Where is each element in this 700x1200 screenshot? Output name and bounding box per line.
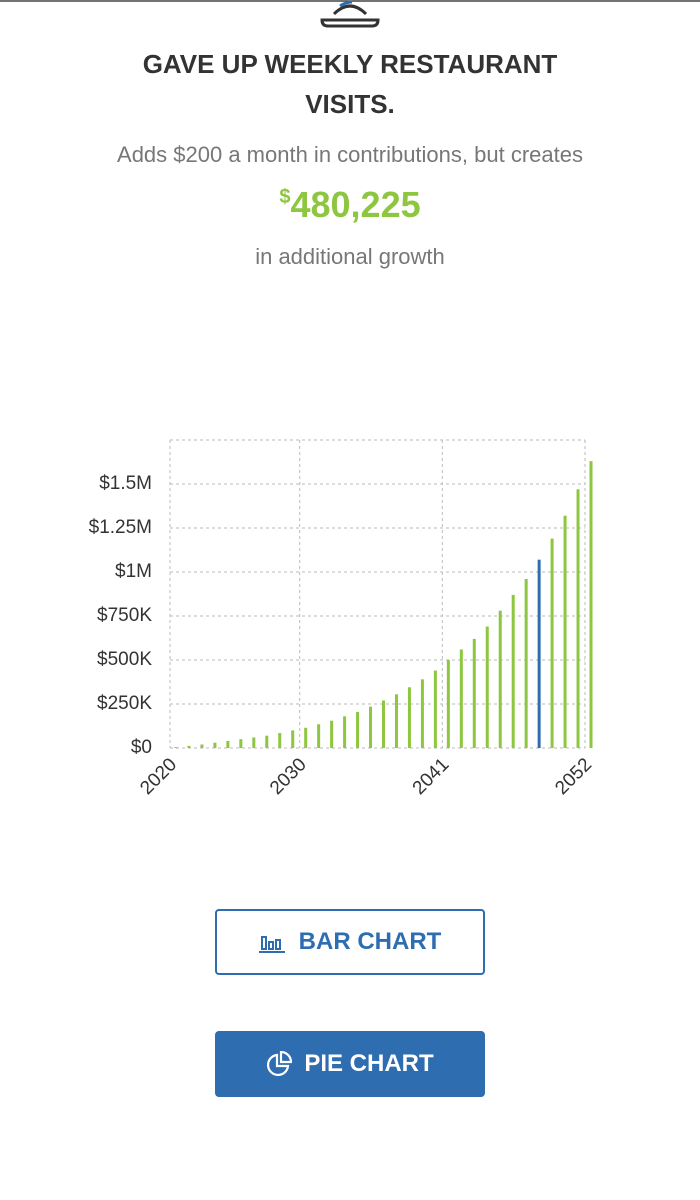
button-label: PIE CHART: [304, 1050, 434, 1077]
bar: [511, 594, 515, 748]
bar: [317, 724, 321, 748]
bar: [304, 727, 308, 748]
bar: [459, 649, 463, 748]
bar: [187, 745, 191, 748]
subtitle: Adds $200 a month in contributions, but …: [117, 142, 583, 167]
y-tick-label: $0: [131, 737, 152, 758]
bar: [330, 720, 334, 748]
y-tick-label: $500K: [97, 649, 152, 670]
y-tick-label: $1.25M: [89, 517, 152, 538]
bar: [239, 739, 243, 748]
bar-icon: [258, 936, 285, 953]
bar: [433, 670, 437, 748]
caption: in additional growth: [255, 244, 445, 269]
bar: [537, 559, 541, 748]
bar: [589, 461, 593, 748]
x-tick-label: 2041: [409, 754, 454, 799]
bar: [576, 489, 580, 748]
bar: [200, 744, 204, 748]
y-tick-label: $750K: [97, 605, 152, 626]
chart: $0 $250K $500K $750K $1M $1.25M $1.5M 2020 2030 2…: [89, 439, 596, 799]
bar: [252, 737, 256, 748]
bar: [550, 538, 554, 748]
y-tick-label: $250K: [97, 693, 152, 714]
y-tick-label: $1.5M: [99, 473, 152, 494]
bar: [446, 660, 450, 748]
bar: [291, 730, 295, 748]
bar: [420, 679, 424, 748]
pie-icon: [267, 1051, 293, 1077]
title: GAVE UP WEEKLY RESTAURANT VISITS.: [142, 49, 558, 119]
top-icon: [0, 0, 700, 28]
bar: [343, 716, 347, 748]
bar: [369, 706, 373, 748]
bar-chart-button[interactable]: BAR CHART: [215, 909, 485, 975]
bar: [278, 733, 282, 748]
y-tick-label: $1M: [115, 561, 152, 582]
bar: [524, 579, 528, 748]
bar: [394, 694, 398, 748]
bar: [472, 638, 476, 748]
bar: [213, 742, 217, 748]
bar: [563, 515, 567, 748]
bar: [356, 711, 360, 748]
bar: [265, 735, 269, 748]
amount-value: 480,225: [290, 184, 421, 225]
bar: [226, 740, 230, 748]
x-tick-label: 2052: [551, 754, 596, 799]
x-tick-label: 2030: [266, 754, 311, 799]
bar: [498, 610, 502, 748]
bar: [407, 687, 411, 748]
currency: $: [279, 186, 291, 208]
bar: [174, 747, 178, 748]
bar: [485, 626, 489, 748]
bar: [382, 700, 385, 748]
button-label: BAR CHART: [298, 928, 442, 955]
x-tick-label: 2020: [136, 754, 181, 799]
pie-chart-button[interactable]: PIE CHART: [215, 1031, 485, 1097]
amount: $480,225: [0, 184, 700, 226]
